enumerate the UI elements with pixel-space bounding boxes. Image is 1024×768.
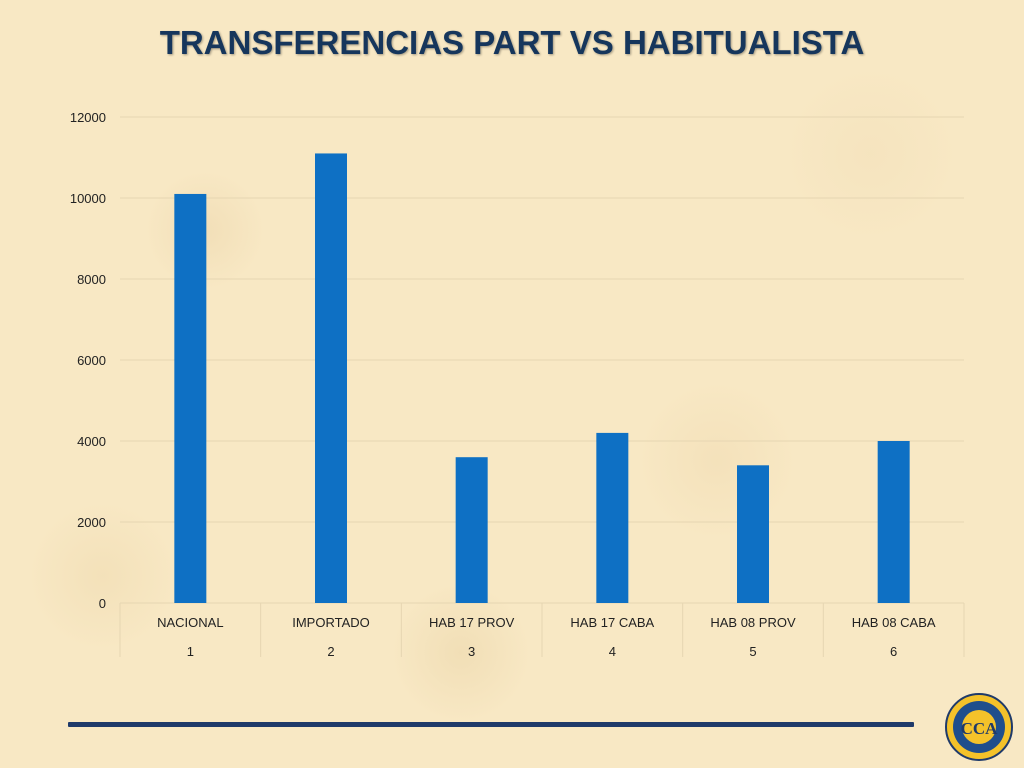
x-category-index: 3 (468, 644, 475, 659)
y-tick-label: 10000 (70, 191, 106, 206)
x-category-label: HAB 17 PROV (429, 615, 515, 630)
y-tick-label: 2000 (77, 515, 106, 530)
bars (174, 153, 910, 603)
x-category-index: 2 (327, 644, 334, 659)
x-category-label: HAB 17 CABA (570, 615, 654, 630)
x-axis-categories: NACIONAL 1 IMPORTADO 2 HAB 17 PROV 3 HAB 17 CA… (157, 615, 936, 659)
x-category-index: 6 (890, 644, 897, 659)
y-tick-label: 6000 (77, 353, 106, 368)
bar-hab-17-caba (596, 432, 629, 603)
logo-text: CCA (961, 719, 999, 738)
bar-importado (315, 153, 347, 603)
slide-title: TRANSFERENCIAS PART VS HABITUALISTA (159, 24, 865, 61)
x-category-index: 1 (187, 644, 194, 659)
footer-rule (68, 722, 914, 727)
x-category-label: NACIONAL (157, 615, 223, 630)
y-tick-label: 4000 (77, 434, 106, 449)
bar-hab-08-caba (877, 441, 910, 603)
bar-hab-17-prov (455, 457, 488, 603)
x-category-index: 5 (749, 644, 756, 659)
bar-nacional (174, 193, 207, 603)
y-tick-label: 12000 (70, 110, 106, 125)
y-tick-label: 0 (99, 596, 106, 611)
cca-seal-icon: CCA (945, 693, 1013, 761)
x-category-label: HAB 08 PROV (710, 615, 796, 630)
bar-hab-08-prov (737, 465, 769, 603)
gridlines (119, 116, 965, 657)
x-category-index: 4 (609, 644, 616, 659)
y-axis-ticks: 0 2000 4000 6000 8000 10000 12000 (70, 110, 106, 611)
x-category-label: HAB 08 CABA (852, 615, 936, 630)
bar-chart: 0 2000 4000 6000 8000 10000 12000 NACIONAL 1 IMP… (70, 110, 965, 659)
x-category-label: IMPORTADO (292, 615, 370, 630)
y-tick-label: 8000 (77, 272, 106, 287)
